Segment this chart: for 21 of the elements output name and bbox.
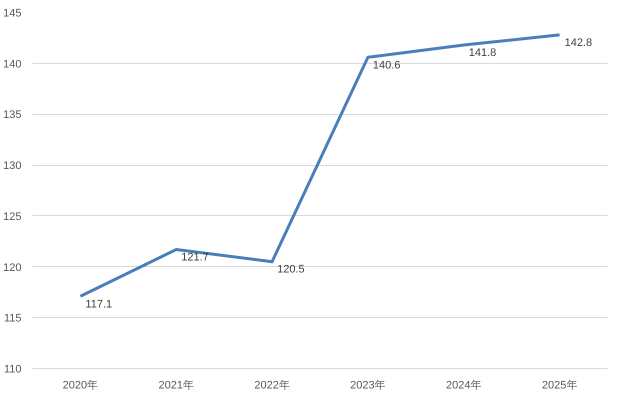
y-tick-label: 125 — [3, 210, 22, 223]
x-tick-label: 2022年 — [254, 380, 290, 392]
y-tick-label: 145 — [3, 8, 22, 20]
y-tick-label: 135 — [3, 109, 22, 122]
y-tick-label: 130 — [3, 160, 22, 172]
data-label: 142.8 — [564, 36, 592, 49]
x-tick-label: 2021年 — [158, 380, 194, 392]
data-label: 140.6 — [372, 59, 400, 72]
data-label: 120.5 — [277, 264, 305, 276]
y-tick-label: 140 — [3, 58, 22, 70]
data-label: 141.8 — [468, 47, 496, 60]
y-tick-label: 110 — [4, 364, 22, 376]
y-tick-label: 115 — [4, 312, 22, 325]
x-tick-label: 2020年 — [62, 380, 98, 392]
data-label: 117.1 — [85, 298, 112, 310]
x-tick-label: 2023年 — [350, 380, 386, 392]
line-series — [78, 33, 562, 298]
x-tick-label: 2024年 — [446, 380, 482, 392]
x-tick-label: 2025年 — [542, 380, 578, 392]
y-tick-label: 120 — [3, 262, 22, 274]
data-label: 121.7 — [181, 251, 209, 264]
